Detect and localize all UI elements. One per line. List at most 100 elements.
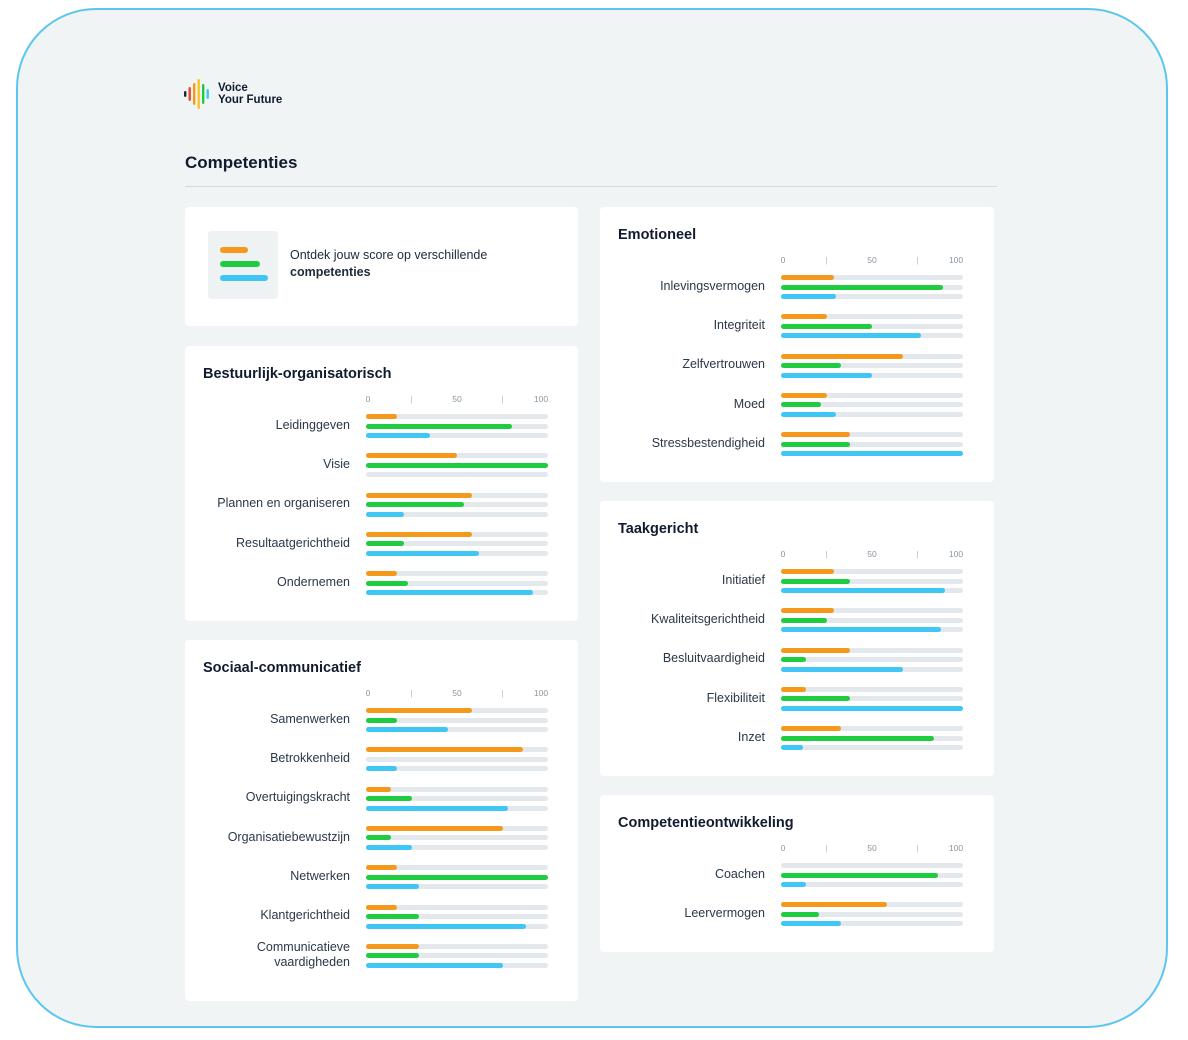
category-label: Organisatiebewustzijn xyxy=(227,829,350,844)
chart-axis: 0 | 50 | 100 xyxy=(366,394,548,406)
bar-blue xyxy=(781,745,803,751)
bar-orange xyxy=(781,647,851,653)
bar-track xyxy=(366,914,548,919)
chart-card-emotioneel: Emotioneel 0 | 50 | 100 Inlevingsvermogen Inte… xyxy=(600,207,994,482)
bar-orange xyxy=(781,275,834,280)
category-label: Zelfvertrouwen xyxy=(682,357,765,372)
chart-card-taakgericht: Taakgericht 0 | 50 | 100 Initiatief Kwaliteits… xyxy=(600,501,994,776)
bar-green xyxy=(366,796,412,802)
axis-separator: | xyxy=(916,843,919,853)
bar-track xyxy=(781,627,963,633)
bar-track xyxy=(781,323,963,329)
category-label: Visie xyxy=(323,457,350,472)
bar-track xyxy=(781,411,963,417)
bar-blue xyxy=(366,884,419,890)
bar-track xyxy=(781,363,963,369)
bar-track xyxy=(366,953,548,959)
bar-blue xyxy=(781,372,872,378)
chart-title: Competentieontwikkeling xyxy=(618,815,794,831)
bar-blue xyxy=(366,766,397,772)
bar-track xyxy=(781,686,963,692)
bar-track xyxy=(366,472,548,478)
intro-text-main: Ontdek jouw score op verschillende xyxy=(290,248,488,262)
bar-orange xyxy=(366,571,397,577)
bar-orange xyxy=(781,902,887,908)
bar-green xyxy=(781,323,872,329)
category-label: Ondernemen xyxy=(277,574,350,589)
bar-green xyxy=(781,441,851,447)
chart-axis: 0 | 50 | 100 xyxy=(781,549,963,561)
bar-orange xyxy=(366,747,523,753)
axis-separator: | xyxy=(410,688,413,698)
bar-track xyxy=(366,835,548,841)
bar-orange xyxy=(366,865,397,871)
axis-tick-label: 100 xyxy=(948,255,964,265)
bar-orange xyxy=(366,453,457,459)
bar-track xyxy=(781,372,963,378)
category-label: Klantgerichtheid xyxy=(260,908,350,923)
bar-orange xyxy=(366,531,472,537)
bar-green xyxy=(366,462,548,468)
category-label: Inlevingsvermogen xyxy=(660,278,765,293)
bar-green xyxy=(366,541,405,547)
bar-track xyxy=(366,727,548,732)
category-label: Kwaliteitsgerichtheid xyxy=(651,612,765,627)
bar-green xyxy=(781,578,851,584)
bar-track xyxy=(366,923,548,929)
category-label: Samenwerken xyxy=(270,711,350,726)
bar-track xyxy=(366,423,548,429)
bar-track xyxy=(366,511,548,517)
axis-separator: | xyxy=(501,394,504,404)
bar-orange xyxy=(781,432,851,438)
brand-logo: Voice Your Future xyxy=(182,78,282,110)
bar-track xyxy=(366,796,548,802)
bar-track xyxy=(366,766,548,772)
bar-track xyxy=(781,863,963,868)
bar-orange xyxy=(366,414,397,419)
competence-bars-icon xyxy=(208,231,278,299)
bar-orange xyxy=(366,943,419,949)
bar-track xyxy=(781,441,963,447)
category-label: Leervermogen xyxy=(684,906,765,921)
category-label: Stressbestendigheid xyxy=(651,435,765,450)
bar-track xyxy=(781,608,963,614)
axis-tick-label: 0 xyxy=(780,549,786,559)
bar-green xyxy=(781,696,851,702)
bar-orange xyxy=(781,686,807,692)
bar-track xyxy=(366,943,548,949)
bar-blue xyxy=(366,805,508,811)
bar-orange xyxy=(781,608,834,614)
axis-separator: | xyxy=(410,394,413,404)
bar-track xyxy=(781,432,963,438)
chart-card-competentieontwikkeling: Competentieontwikkeling 0 | 50 | 100 Coachen L… xyxy=(600,795,994,952)
page-title: Competenties xyxy=(185,153,298,172)
title-divider xyxy=(185,186,997,187)
chart-axis: 0 | 50 | 100 xyxy=(781,843,963,855)
axis-tick-label: 50 xyxy=(867,549,877,559)
bar-track xyxy=(781,284,963,290)
axis-tick-label: 50 xyxy=(867,843,877,853)
axis-separator: | xyxy=(501,688,504,698)
bar-track xyxy=(366,717,548,723)
bar-track xyxy=(781,872,963,878)
bar-green xyxy=(781,872,938,878)
bar-green xyxy=(781,284,943,290)
bar-track xyxy=(781,588,963,593)
axis-tick-label: 50 xyxy=(452,394,462,404)
bar-green xyxy=(781,735,934,741)
axis-tick-label: 100 xyxy=(948,549,964,559)
axis-tick-label: 0 xyxy=(780,843,786,853)
bar-blue xyxy=(366,550,479,556)
bar-track xyxy=(366,962,548,968)
bar-track xyxy=(366,502,548,508)
bar-track xyxy=(781,902,963,908)
category-label: Resultaatgerichtheid xyxy=(236,535,350,550)
category-label: Moed xyxy=(733,396,765,411)
category-label: Coachen xyxy=(714,866,765,881)
bar-track xyxy=(781,353,963,359)
bar-blue xyxy=(366,590,534,596)
category-label: Netwerken xyxy=(290,868,350,883)
category-label: Plannen en organiseren xyxy=(217,496,350,511)
bar-track xyxy=(366,805,548,811)
bar-track xyxy=(781,911,963,917)
